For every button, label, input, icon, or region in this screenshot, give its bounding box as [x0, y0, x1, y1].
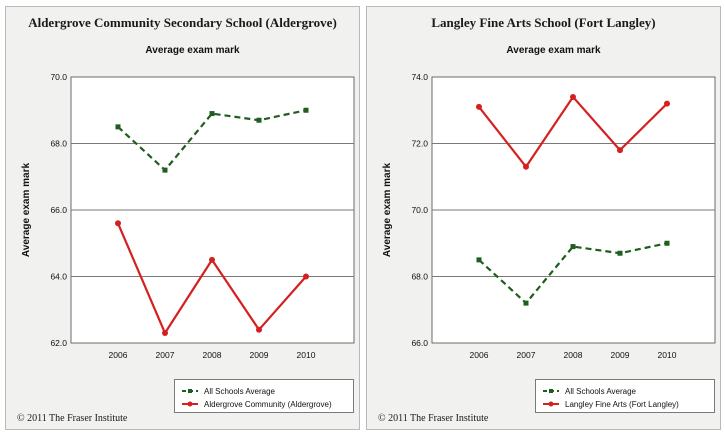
- x-tick-label: 2008: [564, 350, 583, 360]
- legend-item-all-schools: All Schools Average: [542, 385, 636, 397]
- y-tick-label: 62.0: [50, 338, 67, 348]
- data-point-1: [570, 93, 576, 100]
- data-point-0: [664, 240, 670, 246]
- x-tick-label: 2010: [297, 350, 316, 360]
- x-tick-label: 2006: [109, 350, 128, 360]
- data-point-0: [115, 124, 121, 130]
- legend-label: Langley Fine Arts (Fort Langley): [565, 399, 679, 409]
- chart-panel-aldergrove: Aldergrove Community Secondary School (A…: [5, 6, 360, 430]
- legend-label: All Schools Average: [204, 386, 276, 396]
- x-tick-label: 2008: [203, 350, 222, 360]
- legend-item-school: Aldergrove Community (Aldergrove): [181, 398, 332, 410]
- legend-item-all-schools: All Schools Average: [181, 385, 275, 397]
- copyright-text: © 2011 The Fraser Institute: [378, 413, 489, 424]
- y-tick-label: 70.0: [411, 205, 428, 215]
- chart-langley: Average exam mark 66.0 68.0 70.0 72.0 74.0 200…: [382, 45, 716, 360]
- y-tick-label: 66.0: [411, 338, 428, 348]
- x-tick-label: 2007: [517, 350, 536, 360]
- series-line-0: [117, 109, 307, 172]
- legend-swatch-dashed-green: [182, 389, 198, 393]
- x-tick-label: 2010: [658, 350, 677, 360]
- legend-label: All Schools Average: [565, 386, 637, 396]
- data-point-0: [523, 300, 529, 306]
- y-tick-label: 68.0: [50, 139, 67, 149]
- data-point-1: [617, 147, 623, 154]
- legend-item-school: Langley Fine Arts (Fort Langley): [542, 398, 679, 410]
- data-point-0: [162, 167, 168, 173]
- data-point-1: [162, 330, 168, 337]
- legend-swatch-solid-red: [182, 401, 198, 407]
- data-point-1: [523, 163, 529, 170]
- x-tick-label: 2009: [250, 350, 269, 360]
- chart-aldergrove: Average exam mark 62.0 64.0 66.0 68.0 70.0 200…: [21, 45, 355, 360]
- y-tick-label: 64.0: [50, 272, 67, 282]
- chart-subtitle: Average exam mark: [145, 45, 240, 56]
- data-point-0: [476, 257, 482, 263]
- y-axis-label: Average exam mark: [382, 162, 393, 257]
- legend: All Schools Average Aldergrove Community…: [174, 379, 354, 413]
- data-point-0: [303, 107, 309, 113]
- x-tick-label: 2007: [156, 350, 175, 360]
- y-tick-label: 74.0: [411, 72, 428, 82]
- data-point-1: [664, 100, 670, 107]
- data-point-1: [115, 220, 121, 227]
- data-point-1: [303, 273, 309, 280]
- data-point-0: [570, 244, 576, 250]
- data-point-0: [256, 117, 262, 123]
- data-point-1: [476, 103, 482, 110]
- chart-subtitle: Average exam mark: [506, 45, 601, 56]
- legend: All Schools Average Langley Fine Arts (F…: [535, 379, 715, 413]
- data-point-1: [209, 256, 215, 263]
- data-point-0: [617, 250, 623, 256]
- data-point-1: [256, 326, 262, 333]
- legend-swatch-dashed-green: [543, 389, 559, 393]
- copyright-text: © 2011 The Fraser Institute: [17, 413, 128, 424]
- chart-title: Langley Fine Arts School (Fort Langley): [431, 15, 656, 30]
- x-tick-label: 2009: [611, 350, 630, 360]
- chart-panel-langley: Langley Fine Arts School (Fort Langley) …: [366, 6, 721, 430]
- data-point-0: [209, 111, 215, 117]
- y-axis-label: Average exam mark: [21, 162, 32, 257]
- y-tick-label: 72.0: [411, 139, 428, 149]
- x-tick-label: 2006: [470, 350, 489, 360]
- legend-label: Aldergrove Community (Aldergrove): [204, 399, 332, 409]
- y-tick-label: 70.0: [50, 72, 67, 82]
- chart-title: Aldergrove Community Secondary School (A…: [28, 15, 337, 30]
- y-tick-label: 66.0: [50, 205, 67, 215]
- legend-swatch-solid-red: [543, 401, 559, 407]
- y-tick-label: 68.0: [411, 272, 428, 282]
- series-line-0: [478, 242, 668, 305]
